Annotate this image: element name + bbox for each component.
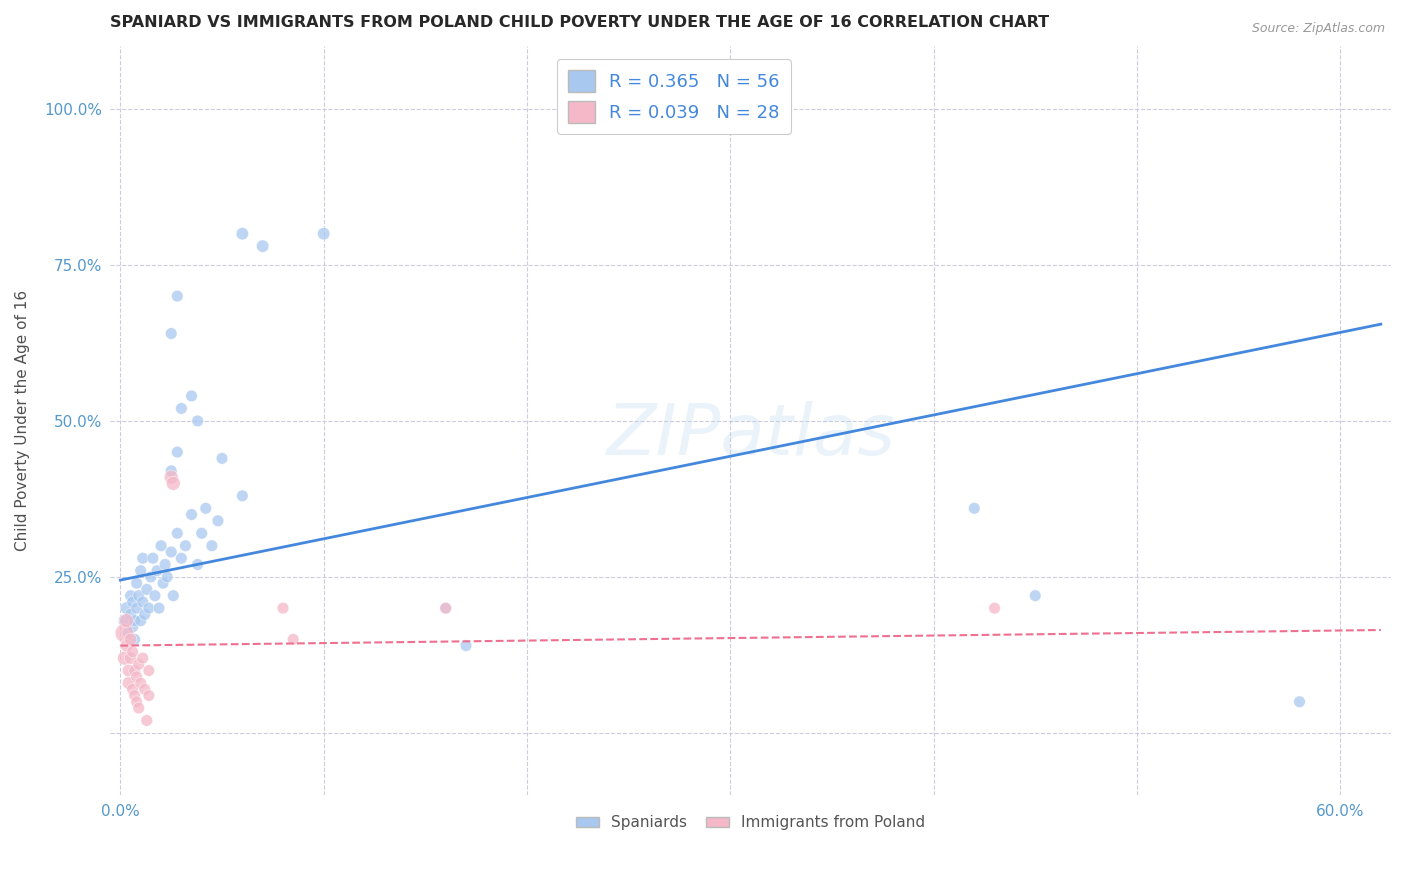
Point <box>160 326 183 341</box>
Point <box>454 639 477 653</box>
Legend: Spaniards, Immigrants from Poland: Spaniards, Immigrants from Poland <box>569 809 931 837</box>
Point <box>434 601 457 615</box>
Point <box>114 614 136 628</box>
Point <box>117 676 139 690</box>
Point <box>152 576 174 591</box>
Point <box>121 645 143 659</box>
Point <box>132 595 155 609</box>
Point <box>114 651 136 665</box>
Point <box>129 676 152 690</box>
Point <box>162 589 184 603</box>
Point <box>124 632 146 647</box>
Point <box>128 657 150 672</box>
Point <box>125 576 148 591</box>
Point <box>128 701 150 715</box>
Point <box>125 601 148 615</box>
Point <box>138 601 160 615</box>
Point <box>166 526 188 541</box>
Point <box>134 682 156 697</box>
Point <box>187 414 209 428</box>
Point <box>115 639 138 653</box>
Point <box>194 501 217 516</box>
Point <box>160 545 183 559</box>
Point <box>312 227 335 241</box>
Point <box>129 614 152 628</box>
Point <box>207 514 229 528</box>
Point <box>132 551 155 566</box>
Point <box>983 601 1005 615</box>
Point <box>146 564 169 578</box>
Point <box>162 476 184 491</box>
Point <box>117 664 139 678</box>
Point <box>143 589 166 603</box>
Point <box>120 651 142 665</box>
Point <box>1288 695 1310 709</box>
Point <box>135 582 157 597</box>
Y-axis label: Child Poverty Under the Age of 16: Child Poverty Under the Age of 16 <box>15 291 30 551</box>
Point <box>115 601 138 615</box>
Text: SPANIARD VS IMMIGRANTS FROM POLAND CHILD POVERTY UNDER THE AGE OF 16 CORRELATION: SPANIARD VS IMMIGRANTS FROM POLAND CHILD… <box>110 15 1049 30</box>
Point <box>134 607 156 622</box>
Point <box>174 539 197 553</box>
Point <box>121 595 143 609</box>
Point <box>117 626 139 640</box>
Point <box>211 451 233 466</box>
Point <box>120 607 142 622</box>
Point <box>170 551 193 566</box>
Point <box>138 689 160 703</box>
Point <box>160 470 183 484</box>
Point <box>180 508 202 522</box>
Point <box>170 401 193 416</box>
Point <box>135 714 157 728</box>
Point <box>124 614 146 628</box>
Point <box>115 614 138 628</box>
Point <box>166 289 188 303</box>
Point <box>1024 589 1046 603</box>
Point <box>180 389 202 403</box>
Point <box>132 651 155 665</box>
Point <box>139 570 162 584</box>
Point <box>156 570 179 584</box>
Point <box>125 695 148 709</box>
Text: Source: ZipAtlas.com: Source: ZipAtlas.com <box>1251 22 1385 36</box>
Point <box>271 601 294 615</box>
Point <box>231 227 253 241</box>
Point <box>190 526 212 541</box>
Point <box>434 601 457 615</box>
Point <box>125 670 148 684</box>
Point <box>153 558 176 572</box>
Point <box>124 689 146 703</box>
Point <box>114 626 136 640</box>
Point <box>128 589 150 603</box>
Point <box>160 464 183 478</box>
Point <box>120 632 142 647</box>
Point <box>142 551 165 566</box>
Point <box>252 239 274 253</box>
Point <box>166 445 188 459</box>
Point <box>121 682 143 697</box>
Point <box>148 601 170 615</box>
Point <box>150 539 173 553</box>
Point <box>121 620 143 634</box>
Point <box>201 539 224 553</box>
Point <box>231 489 253 503</box>
Point <box>187 558 209 572</box>
Point <box>129 564 152 578</box>
Text: ZIPatlas: ZIPatlas <box>606 401 896 470</box>
Point <box>963 501 986 516</box>
Point <box>120 589 142 603</box>
Point <box>138 664 160 678</box>
Point <box>124 664 146 678</box>
Point <box>283 632 305 647</box>
